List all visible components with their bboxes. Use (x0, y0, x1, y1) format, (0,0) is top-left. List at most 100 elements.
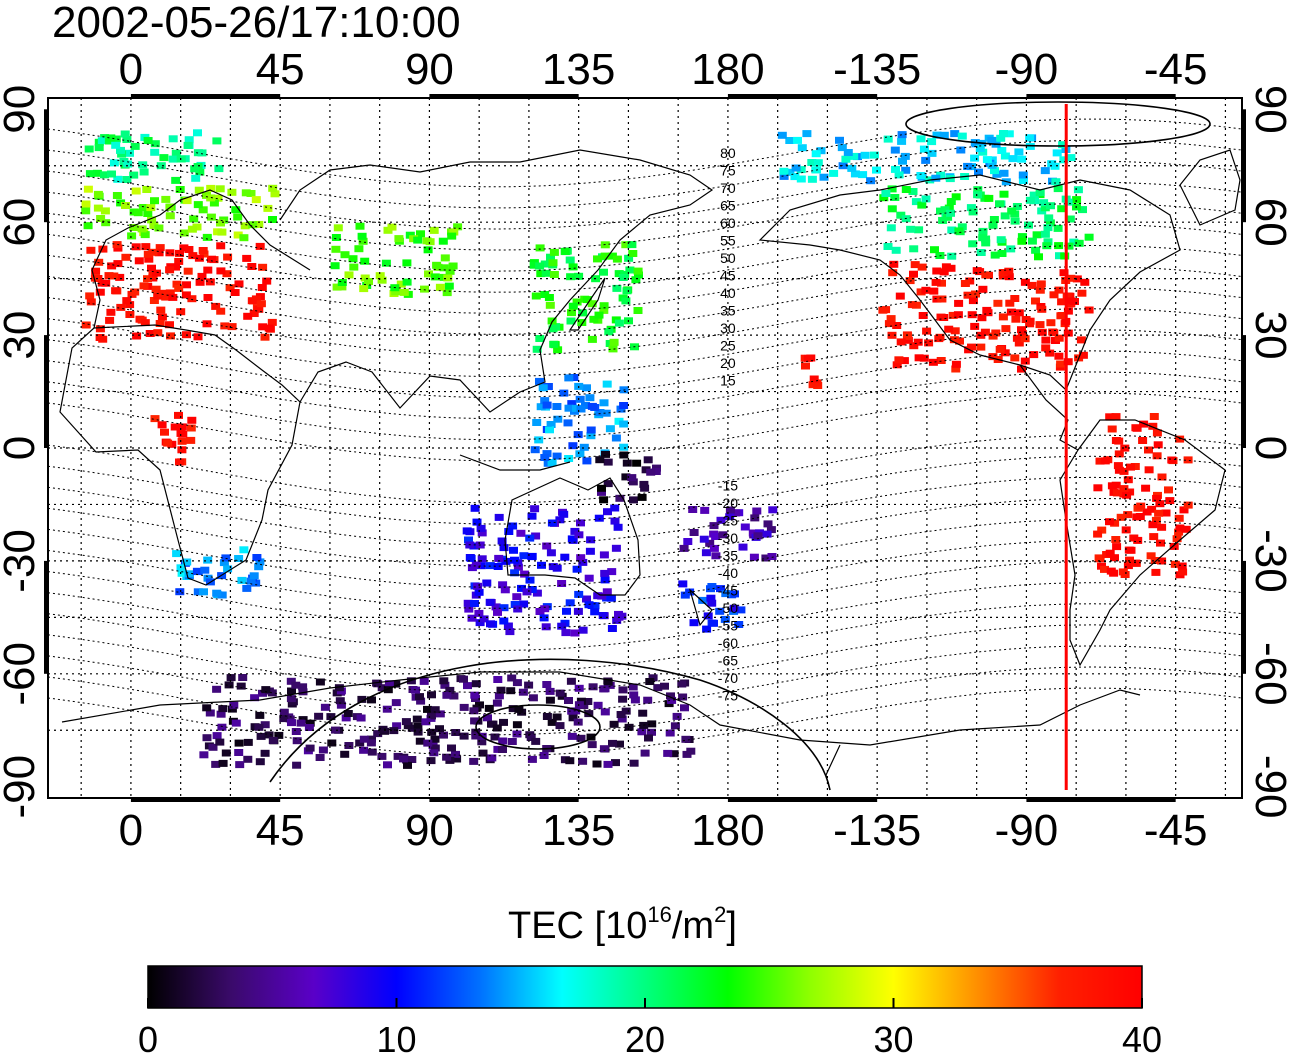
tec-cell-0 (116, 303, 126, 311)
tec-cell-5 (567, 400, 577, 408)
tec-cell-5 (586, 426, 596, 434)
tec-cell-17 (490, 733, 500, 741)
colorbar-tick-label: 10 (376, 1019, 416, 1057)
tec-cell-14 (869, 151, 879, 159)
tec-cell-17 (471, 728, 481, 736)
tec-cell-12 (1049, 291, 1059, 299)
tec-cell-17 (451, 750, 460, 758)
tec-cell-8 (709, 522, 719, 530)
tec-cell-1 (154, 224, 164, 232)
bottom-longitude-ticks: 0 45 90 135 180 -135 -90 -45 (119, 806, 1208, 855)
tec-cell-17 (663, 749, 673, 757)
tec-cell-10 (221, 554, 231, 562)
contour-label: -55 (718, 617, 738, 633)
tec-cell-17 (643, 696, 653, 704)
tec-cell-13 (951, 193, 961, 201)
tec-cell-12 (983, 309, 993, 317)
tec-cell-6 (597, 488, 606, 496)
tec-cell-13 (921, 195, 931, 203)
tec-cell-17 (603, 760, 613, 768)
contour-line (47, 645, 1243, 715)
tec-cell-2 (156, 162, 166, 170)
colorbar-tick-label: 20 (625, 1019, 665, 1057)
tec-cell-6 (632, 459, 642, 467)
tec-cell-0 (153, 292, 163, 300)
tec-cell-7 (505, 628, 515, 636)
tec-cell-14 (807, 159, 817, 166)
tec-cell-17 (274, 731, 284, 739)
tec-cell-17 (367, 696, 376, 704)
tec-cell-17 (567, 732, 577, 740)
tec-cell-3 (445, 267, 455, 275)
tec-cell-7 (474, 609, 484, 617)
tec-cell-9 (689, 619, 699, 627)
tec-cell-13 (999, 190, 1009, 198)
lon-tick-label-bottom: 45 (256, 806, 305, 855)
tec-cell-14 (916, 172, 926, 179)
tec-cell-17 (212, 732, 222, 740)
tec-cell-15 (1097, 526, 1107, 534)
tec-cell-17 (291, 728, 301, 735)
tec-cell-13 (911, 198, 921, 206)
tec-cell-4 (545, 301, 555, 309)
tec-cell-14 (835, 136, 844, 144)
tec-cell-1 (133, 209, 143, 217)
tec-cell-7 (470, 600, 479, 607)
tec-cell-14 (797, 144, 807, 152)
tec-cell-12 (1036, 280, 1046, 288)
tec-cell-5 (579, 443, 589, 451)
tec-cell-3 (396, 280, 406, 288)
tec-cell-10 (249, 572, 259, 580)
tec-cell-12 (993, 299, 1003, 307)
contour-label: 75 (720, 162, 736, 178)
tec-cell-17 (416, 697, 426, 705)
tec-cell-2 (97, 137, 107, 145)
tec-cell-0 (165, 321, 174, 329)
tec-cell-17 (227, 705, 237, 713)
tec-cell-6 (601, 450, 610, 458)
tec-cell-4 (574, 272, 584, 280)
tec-cell-3 (442, 289, 452, 297)
tec-cell-4 (614, 270, 624, 278)
tec-cell-2 (122, 136, 132, 143)
tec-cell-12 (950, 327, 960, 335)
tec-cell-12 (895, 292, 905, 300)
tec-cell-13 (947, 252, 957, 260)
tec-cell-17 (327, 739, 337, 747)
tec-cell-17 (629, 691, 639, 699)
tec-cell-10 (203, 556, 213, 564)
tec-cell-1 (227, 188, 237, 196)
tec-cell-15 (1161, 509, 1171, 517)
tec-cell-17 (439, 731, 448, 739)
lat-tick-label-right: 60 (1246, 198, 1292, 247)
frame-bar-top (1026, 94, 1176, 98)
tec-cell-17 (366, 739, 376, 747)
tec-cell-14 (927, 138, 937, 146)
contour-line (47, 223, 1243, 293)
tec-cell-5 (559, 389, 569, 397)
tec-cell-7 (546, 549, 556, 557)
tec-cell-17 (640, 749, 650, 757)
tec-cell-2 (150, 140, 160, 148)
tec-cell-17 (344, 742, 354, 749)
tec-cell-14 (992, 170, 1002, 178)
tec-cell-12 (980, 328, 990, 336)
tec-cell-9 (716, 585, 725, 593)
tec-cell-0 (111, 287, 121, 295)
tec-cell-13 (973, 191, 983, 199)
tec-cell-1 (137, 225, 147, 233)
tec-cell-17 (279, 715, 289, 723)
tec-cell-4 (531, 292, 541, 300)
tec-cell-14 (957, 132, 967, 140)
tec-cell-14 (860, 151, 870, 159)
tec-cell-17 (356, 714, 366, 722)
tec-cell-17 (667, 696, 677, 704)
tec-cell-10 (255, 558, 265, 566)
tec-cell-8 (711, 552, 721, 560)
tec-cell-7 (573, 607, 583, 615)
tec-cell-8 (731, 509, 741, 517)
tec-cell-13 (1054, 242, 1064, 250)
tec-cell-17 (542, 713, 552, 720)
tec-cell-17 (617, 715, 627, 723)
tec-cell-5 (586, 432, 596, 440)
